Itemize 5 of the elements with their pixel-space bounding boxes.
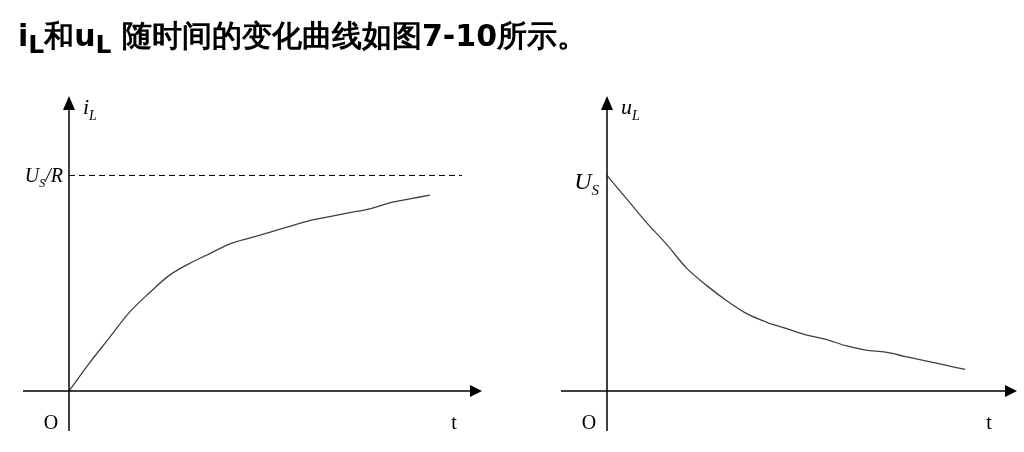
x-axis-title: t [451,411,458,433]
chart-title: i$_{L}$和u$_{L}$ 随时间的变化曲线如图7-10所示。 [18,17,588,59]
x-axis-title: t [986,411,993,433]
text: O [581,411,597,433]
text: O [43,411,59,433]
